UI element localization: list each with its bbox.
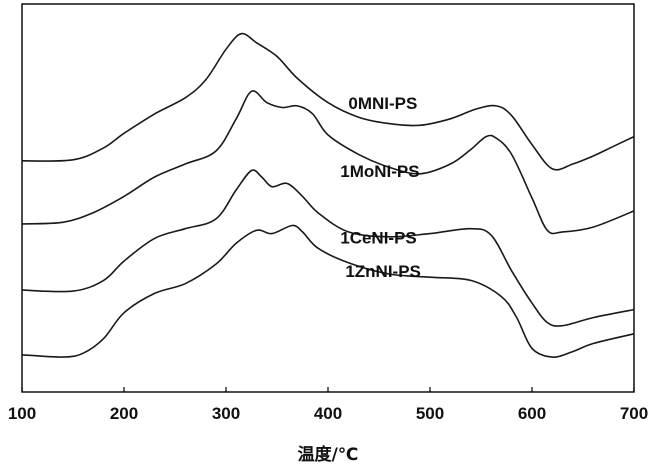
series-line-0mni-ps (21, 32, 635, 171)
plot-frame (21, 3, 635, 393)
series-line-1znni-ps (21, 224, 635, 358)
x-tick-label: 300 (212, 404, 240, 423)
x-tick-label: 700 (620, 404, 648, 423)
x-axis-title: 温度/℃ (298, 444, 359, 465)
x-tick-label: 200 (110, 404, 138, 423)
curve-group (21, 32, 635, 358)
series-label-group: 0MNI-PS 1MoNI-PS 1CeNI-PS 1ZnNI-PS (340, 94, 421, 281)
series-line-1moni-ps (21, 90, 635, 235)
series-label-1moni-ps: 1MoNI-PS (340, 162, 419, 181)
x-tick-label: 500 (416, 404, 444, 423)
series-label-1znni-ps: 1ZnNI-PS (345, 262, 421, 281)
x-tick-label: 100 (8, 404, 36, 423)
x-tick-label: 600 (518, 404, 546, 423)
x-tick-group: 100 200 300 400 500 600 700 (8, 387, 648, 423)
series-label-1ceni-ps: 1CeNI-PS (340, 228, 417, 247)
series-label-0mni-ps: 0MNI-PS (348, 94, 417, 113)
series-line-1ceni-ps (21, 169, 635, 327)
x-tick-label: 400 (314, 404, 342, 423)
